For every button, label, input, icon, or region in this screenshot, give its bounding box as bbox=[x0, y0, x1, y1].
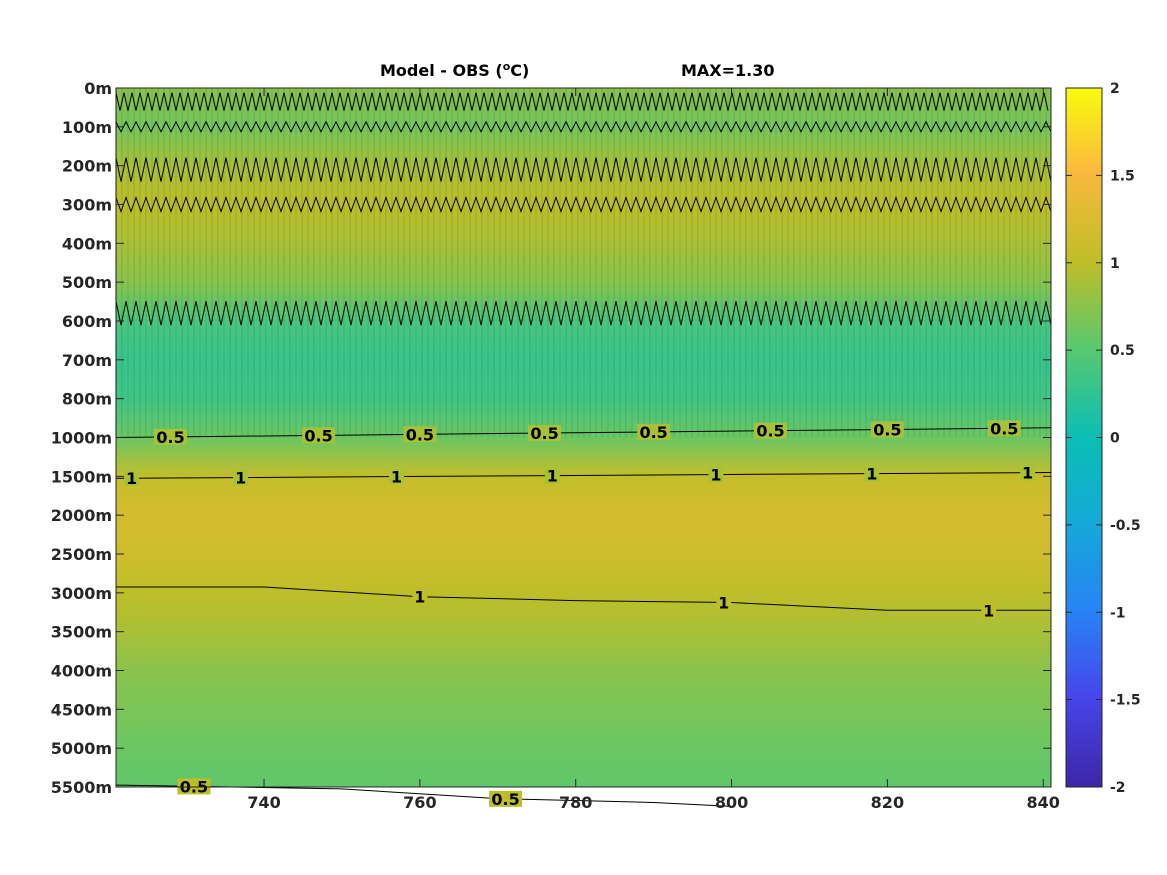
contour-label: 1 bbox=[866, 465, 877, 484]
contour-label-bg bbox=[754, 422, 787, 439]
contour-label-bg bbox=[403, 426, 437, 443]
colorbar-tick-label: -1.5 bbox=[1110, 693, 1141, 709]
contour-label-bg bbox=[708, 466, 724, 483]
contour-label: 1 bbox=[710, 466, 721, 485]
contour-label: 1 bbox=[391, 468, 402, 487]
y-tick-label: 100m bbox=[62, 118, 112, 137]
y-tick-label: 0m bbox=[84, 79, 112, 98]
contour-label-bg bbox=[177, 778, 211, 795]
noisy-contour-200m bbox=[115, 157, 1052, 182]
contour-label-bg bbox=[412, 588, 428, 605]
colorbar-tick-label: 2 bbox=[1110, 81, 1120, 97]
x-tick-label: 780 bbox=[559, 793, 592, 812]
noise-texture bbox=[115, 88, 1047, 438]
contour-label: 0.5 bbox=[639, 423, 667, 442]
contour-label-bg bbox=[302, 427, 336, 444]
colorbar-tick-label: -0.5 bbox=[1110, 518, 1141, 534]
noisy-contour-100m bbox=[115, 120, 1052, 133]
y-axis: 0m 100m 200m 300m 400m 500m 600m 700m 800m 1000m 1… bbox=[51, 79, 1051, 797]
contour-label: 1 bbox=[235, 468, 246, 487]
y-tick-label: 1000m bbox=[51, 429, 112, 448]
contour-line-1 bbox=[116, 586, 1051, 611]
contour-label: 1 bbox=[414, 588, 425, 607]
colorbar: 2 1.5 1 0.5 0 -0.5 -1 -1.5 -2 bbox=[1065, 81, 1141, 796]
y-tick-label: 4000m bbox=[51, 662, 112, 681]
contour-label-bg bbox=[1020, 464, 1036, 481]
x-tick-label: 840 bbox=[1027, 793, 1060, 812]
contour-label: 1 bbox=[718, 593, 729, 612]
y-tick-label: 2000m bbox=[51, 506, 112, 525]
contour-label-bg bbox=[233, 469, 249, 486]
contour-label: 0.5 bbox=[304, 426, 332, 445]
y-tick-label: 700m bbox=[62, 351, 112, 370]
contour-label-bg bbox=[981, 602, 997, 619]
contour-label: 0.5 bbox=[156, 428, 184, 447]
y-tick-label: 3000m bbox=[51, 584, 112, 603]
noisy-contour-300m bbox=[115, 196, 1052, 213]
contour-label: 0.5 bbox=[756, 422, 784, 441]
contour-label: 0.5 bbox=[990, 419, 1018, 438]
noisy-contour-upper bbox=[115, 92, 1049, 111]
y-tick-label: 800m bbox=[62, 390, 112, 409]
y-tick-label: 5500m bbox=[51, 778, 112, 797]
contour-label-bg bbox=[637, 423, 671, 440]
noisy-contour-600m bbox=[115, 301, 1052, 326]
contour-label-bg bbox=[544, 467, 560, 484]
contour-line-1 bbox=[115, 472, 1052, 479]
y-tick-label: 1500m bbox=[51, 467, 112, 486]
contour-label: 1 bbox=[547, 467, 558, 486]
max-value-label: MAX=1.30 bbox=[681, 61, 775, 80]
colorbar-tick-label: 1 bbox=[1110, 256, 1120, 272]
colorbar-tick-label: 0 bbox=[1110, 431, 1120, 447]
contour-label-bg bbox=[389, 468, 404, 485]
contour-label: 0.5 bbox=[491, 790, 519, 809]
contour-label-bg bbox=[124, 470, 140, 487]
colorbar-tick-label: 1.5 bbox=[1110, 168, 1135, 184]
colorbar-tick-label: 0.5 bbox=[1110, 343, 1135, 359]
y-tick-label: 600m bbox=[62, 312, 112, 331]
y-tick-label: 4500m bbox=[51, 700, 112, 719]
plot-area: 0.5 0.5 0.5 0.5 0.5 0.5 0.5 0.51 1 1 1 1 1 11 1 10.50.5 bbox=[115, 87, 1052, 809]
y-tick-label: 400m bbox=[62, 234, 112, 253]
x-tick-label: 760 bbox=[403, 793, 436, 812]
contour-label-bg bbox=[870, 421, 904, 438]
chart-title: Model - OBS (oC) bbox=[380, 60, 529, 81]
contour-label-bg bbox=[864, 465, 880, 482]
contour-label: 1 bbox=[126, 469, 137, 488]
y-tick-label: 3500m bbox=[51, 623, 112, 642]
contour-label: 0.5 bbox=[406, 425, 434, 444]
contour-label: 0.5 bbox=[530, 424, 558, 443]
y-tick-label: 500m bbox=[62, 273, 112, 292]
y-tick-label: 2500m bbox=[51, 545, 112, 564]
contour-label: 1 bbox=[1022, 464, 1033, 483]
contour-lines: 0.5 0.5 0.5 0.5 0.5 0.5 0.5 0.51 1 1 1 1 1 11 1 10.50.5 bbox=[115, 92, 1052, 809]
colorbar-tick-label: -2 bbox=[1110, 780, 1126, 796]
contour-label: 1 bbox=[983, 601, 994, 620]
x-axis: 740 760 780 800 820 840 bbox=[247, 88, 1060, 812]
y-tick-label: 5000m bbox=[51, 739, 112, 758]
contour-label-bg bbox=[987, 420, 1021, 437]
colorbar-ticks: 2 1.5 1 0.5 0 -0.5 -1 -1.5 -2 bbox=[1066, 81, 1141, 796]
contour-label-bg bbox=[154, 428, 188, 445]
x-tick-label: 740 bbox=[247, 793, 280, 812]
x-tick-label: 800 bbox=[715, 793, 748, 812]
contour-label-bg bbox=[716, 594, 732, 611]
contour-label: 0.5 bbox=[873, 420, 901, 439]
y-tick-label: 300m bbox=[62, 196, 112, 215]
y-tick-label: 200m bbox=[62, 157, 112, 176]
x-tick-label: 820 bbox=[871, 793, 904, 812]
colorbar-tick-label: -1 bbox=[1110, 605, 1126, 621]
contour-label-bg bbox=[489, 790, 523, 807]
contour-label-bg bbox=[528, 425, 562, 442]
